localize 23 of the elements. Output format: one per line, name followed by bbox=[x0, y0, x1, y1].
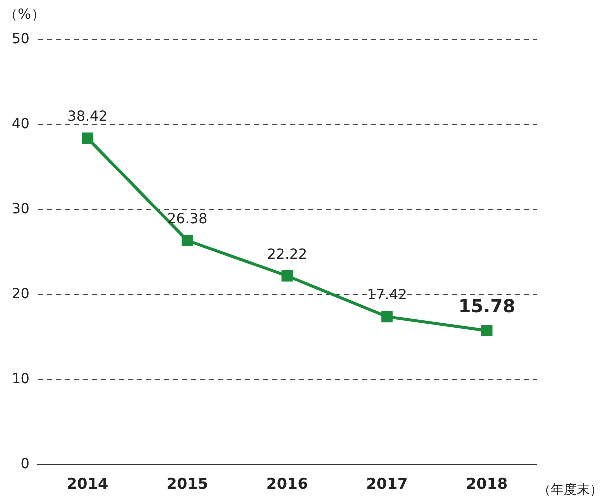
x-tick-label: 2016 bbox=[266, 474, 308, 493]
point bbox=[282, 270, 294, 282]
data-label: 26.38 bbox=[168, 211, 208, 228]
y-axis-title: （%） bbox=[4, 6, 46, 24]
x-tick-label: 2018 bbox=[466, 474, 508, 493]
y-tick-label: 20 bbox=[12, 286, 30, 303]
data-label: 38.42 bbox=[68, 109, 108, 126]
y-tick-label: 30 bbox=[12, 202, 30, 218]
x-axis-title: （年度末） bbox=[538, 482, 603, 499]
data-label: 17.42 bbox=[367, 288, 408, 304]
y-tick-label: 50 bbox=[12, 32, 30, 48]
point bbox=[82, 132, 94, 144]
y-tick-label: 0 bbox=[20, 456, 30, 473]
y-tick-label: 40 bbox=[12, 116, 30, 133]
y-tick-label: 10 bbox=[12, 372, 30, 388]
x-tick-label: 2015 bbox=[166, 474, 208, 493]
data-label: 22.22 bbox=[267, 246, 308, 263]
x-tick-label: 2014 bbox=[66, 474, 109, 493]
point bbox=[481, 325, 493, 337]
point bbox=[382, 311, 393, 323]
x-tick-label: 2017 bbox=[366, 474, 408, 493]
data-label: 15.78 bbox=[458, 296, 516, 318]
point bbox=[182, 235, 194, 246]
